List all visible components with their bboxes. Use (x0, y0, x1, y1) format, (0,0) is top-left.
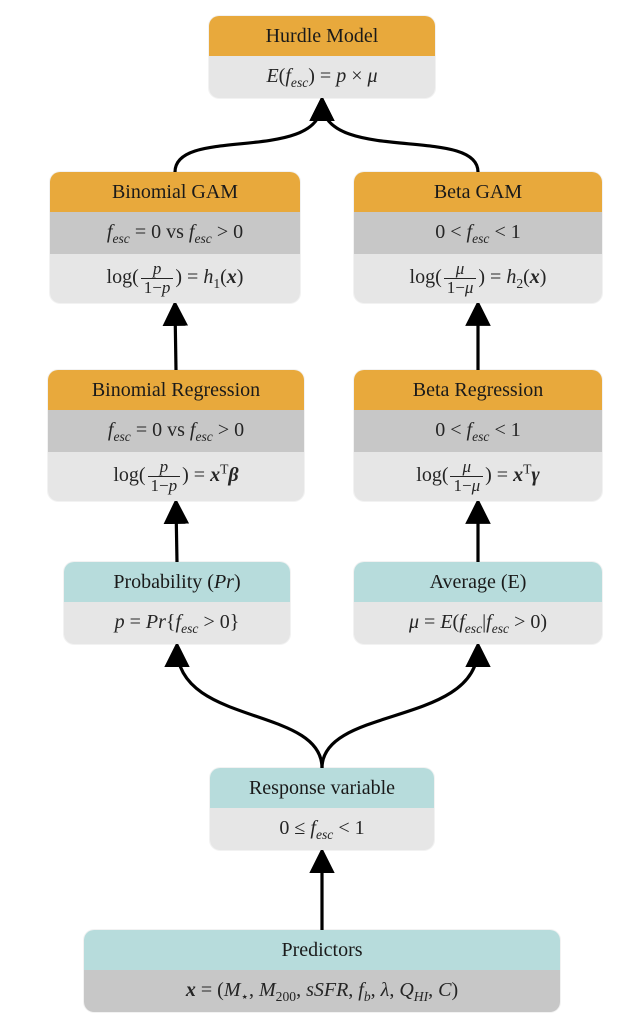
node-hurdle-row-0: Hurdle Model (209, 16, 435, 56)
node-binom_gam-row-0: Binomial GAM (50, 172, 300, 212)
node-binom_reg-row-1: fesc = 0 vs fesc > 0 (48, 410, 304, 452)
node-predictors: Predictorsx = (M⋆, M200, sSFR, fb, λ, QH… (84, 930, 560, 1012)
node-average-row-0: Average (E) (354, 562, 602, 602)
node-probability-row-1: p = Pr{fesc > 0} (64, 602, 290, 644)
node-predictors-row-1: x = (M⋆, M200, sSFR, fb, λ, QHI, C) (84, 970, 560, 1012)
arrow-probability-to-binom_reg (176, 505, 177, 562)
arrow-beta_gam-to-hurdle (322, 102, 478, 172)
node-beta_gam-row-0: Beta GAM (354, 172, 602, 212)
node-beta_gam-row-2: log(μ1−μ) = h2(x) (354, 254, 602, 303)
arrow-response-to-probability (177, 648, 322, 768)
node-beta_reg-row-1: 0 < fesc < 1 (354, 410, 602, 452)
node-probability: Probability (Pr)p = Pr{fesc > 0} (64, 562, 290, 644)
node-beta_reg: Beta Regression0 < fesc < 1log(μ1−μ) = x… (354, 370, 602, 501)
node-binom_reg: Binomial Regressionfesc = 0 vs fesc > 0l… (48, 370, 304, 501)
node-beta_reg-row-2: log(μ1−μ) = xTγ (354, 452, 602, 501)
arrow-response-to-average (322, 648, 478, 768)
arrow-binom_reg-to-binom_gam (175, 307, 176, 370)
node-average: Average (E)μ = E(fesc|fesc > 0) (354, 562, 602, 644)
node-probability-row-0: Probability (Pr) (64, 562, 290, 602)
node-binom_reg-row-0: Binomial Regression (48, 370, 304, 410)
arrow-layer (0, 0, 644, 1024)
node-predictors-row-0: Predictors (84, 930, 560, 970)
node-hurdle: Hurdle ModelE(fesc) = p × μ (209, 16, 435, 98)
node-response-row-0: Response variable (210, 768, 434, 808)
node-beta_gam: Beta GAM0 < fesc < 1log(μ1−μ) = h2(x) (354, 172, 602, 303)
arrow-binom_gam-to-hurdle (175, 102, 322, 172)
node-average-row-1: μ = E(fesc|fesc > 0) (354, 602, 602, 644)
node-beta_gam-row-1: 0 < fesc < 1 (354, 212, 602, 254)
node-beta_reg-row-0: Beta Regression (354, 370, 602, 410)
node-binom_gam: Binomial GAMfesc = 0 vs fesc > 0log(p1−p… (50, 172, 300, 303)
node-binom_gam-row-2: log(p1−p) = h1(x) (50, 254, 300, 303)
node-binom_reg-row-2: log(p1−p) = xTβ (48, 452, 304, 501)
node-binom_gam-row-1: fesc = 0 vs fesc > 0 (50, 212, 300, 254)
node-response-row-1: 0 ≤ fesc < 1 (210, 808, 434, 850)
node-response: Response variable0 ≤ fesc < 1 (210, 768, 434, 850)
node-hurdle-row-1: E(fesc) = p × μ (209, 56, 435, 98)
